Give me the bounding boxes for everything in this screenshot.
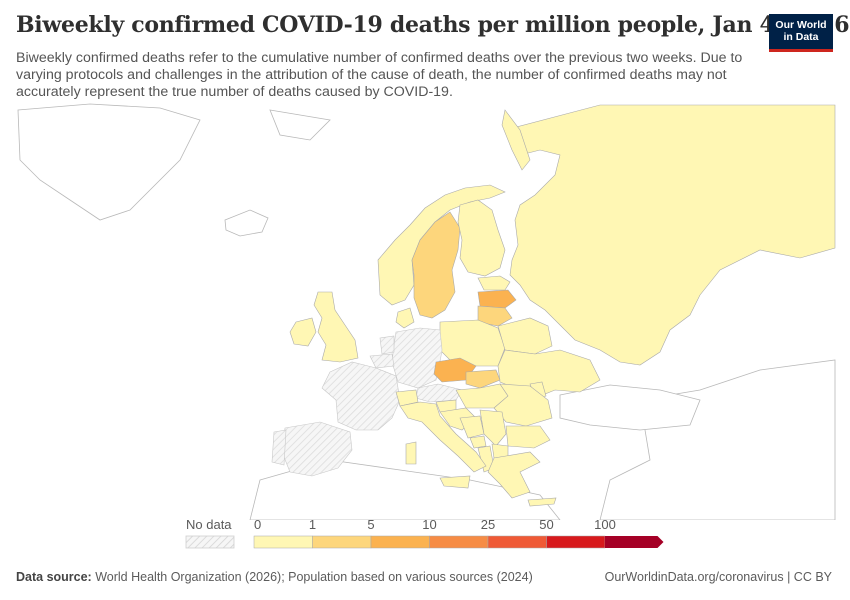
greenland-outline [17,103,201,221]
data-source-label: Data source: [16,570,92,584]
legend-bin-5[interactable] [546,535,606,549]
finland[interactable] [457,199,506,277]
logo-line-2: in Data [783,31,819,43]
legend-tick-label: 25 [481,517,495,532]
switzerland[interactable] [395,389,419,407]
lithuania[interactable] [477,305,513,327]
bosnia-and-herzegovina[interactable] [459,415,485,439]
legend-bin-1[interactable] [312,535,372,549]
poland[interactable] [439,319,506,367]
belarus[interactable] [497,317,553,355]
montenegro[interactable] [469,435,487,449]
legend-tick-label: 50 [539,517,553,532]
spain[interactable] [281,421,353,477]
france[interactable] [321,361,401,431]
austria[interactable] [415,383,463,403]
serbia[interactable] [479,409,507,447]
sweden[interactable] [411,211,461,319]
legend-no-data-label: No data [186,517,232,532]
legend-bins [253,535,664,549]
arctic-island-outline [269,109,331,141]
legend-bin-0[interactable] [253,535,313,549]
netherlands[interactable] [379,335,395,355]
europe-map[interactable] [0,100,850,520]
denmark[interactable] [395,307,415,329]
sicily[interactable] [439,475,471,489]
estonia[interactable] [477,275,511,291]
legend-tick-label: 1 [309,517,316,532]
germany[interactable] [391,327,443,389]
legend-tick-label: 5 [367,517,374,532]
crete[interactable] [527,497,557,507]
legend-bin-4[interactable] [487,535,547,549]
turkey-outline [559,384,701,431]
bulgaria[interactable] [505,425,551,449]
russia[interactable] [504,104,836,366]
source-url[interactable]: OurWorldinData.org/coronavirus | CC BY [604,570,832,584]
logo-line-1: Our World [775,19,827,31]
slovakia[interactable] [465,369,501,389]
owid-logo[interactable]: Our World in Data [769,14,833,52]
latvia[interactable] [477,289,517,309]
ireland[interactable] [289,317,317,347]
greece[interactable] [487,451,541,499]
chart-subtitle: Biweekly confirmed deaths refer to the c… [16,50,743,100]
legend-bin-3[interactable] [429,535,489,549]
sardinia[interactable] [405,441,417,465]
legend-ticks: 0 1 5 10 25 50 100 [254,517,616,532]
data-source-text: World Health Organization (2026); Popula… [95,570,533,584]
chart-title: Biweekly confirmed COVID-19 deaths per m… [16,12,850,38]
iceland-outline [224,209,269,237]
united-kingdom[interactable] [313,291,359,363]
italy[interactable] [399,401,487,473]
novaya-zemlya[interactable] [501,109,531,171]
legend-bin-2[interactable] [370,535,430,549]
portugal[interactable] [271,429,287,466]
legend-no-data-swatch[interactable] [185,535,235,549]
legend-bin-6[interactable] [605,536,664,548]
belgium[interactable] [369,353,395,369]
legend-tick-label: 100 [594,517,616,532]
middle-east-outline [599,359,836,520]
legend-tick-label: 0 [254,517,261,532]
color-legend: No data 0 1 5 10 25 50 100 [185,517,664,549]
legend-tick-label: 10 [422,517,436,532]
data-source: Data source: World Health Organization (… [16,570,533,584]
